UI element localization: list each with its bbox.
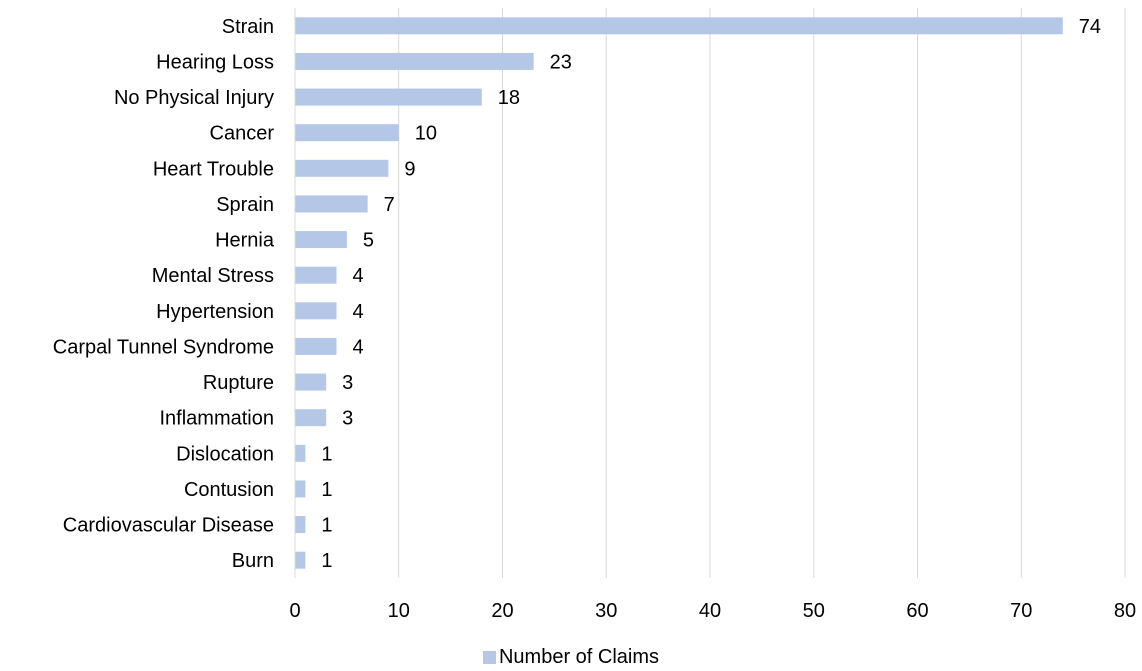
x-tick-label: 50 [803,600,825,622]
data-label: 23 [550,51,572,73]
bar [295,373,327,391]
legend-swatch [482,651,496,664]
category-label: Sprain [216,194,274,216]
data-label: 74 [1079,16,1101,38]
x-tick-label: 70 [1010,600,1032,622]
bar [295,195,368,213]
data-label: 1 [321,515,332,537]
data-label: 1 [321,443,332,465]
category-label: Heart Trouble [153,158,274,180]
category-label: Mental Stress [152,265,274,287]
x-tick-label: 80 [1114,600,1136,622]
bar [295,88,482,106]
category-label: No Physical Injury [114,87,274,109]
data-label: 1 [321,550,332,572]
data-label: 10 [415,123,437,145]
x-tick-label: 60 [906,600,928,622]
category-label: Inflammation [160,408,275,430]
legend: Number of Claims [0,646,1142,669]
data-label: 3 [342,372,353,394]
bar [295,480,306,498]
data-label: 1 [321,479,332,501]
bars [295,17,1063,569]
category-label: Hernia [215,230,275,252]
data-label: 4 [353,301,364,323]
x-tick-label: 40 [699,600,721,622]
axes: 0 10 20 30 40 50 60 70 80 Strain Hearing Loss No Ph… [53,8,1136,622]
data-label: 7 [384,194,395,216]
category-label: Dislocation [176,443,274,465]
bar [295,409,327,427]
data-label: 4 [353,265,364,287]
data-label: 5 [363,230,374,252]
x-tick-label: 20 [491,600,513,622]
data-label: 4 [353,336,364,358]
bar [295,516,306,534]
gridlines [398,8,1126,578]
bar [295,266,337,284]
bar-chart: 0 10 20 30 40 50 60 70 80 Strain Hearing Loss No Ph… [53,8,1136,622]
category-label: Burn [232,550,274,572]
data-label: 18 [498,87,520,109]
data-label: 3 [342,408,353,430]
bar [295,551,306,569]
bar [295,444,306,462]
bar [295,231,347,249]
bar [295,302,337,320]
legend-label: Number of Claims [498,646,660,668]
bar [295,159,389,177]
category-label: Cancer [210,123,275,145]
category-label: Hearing Loss [156,51,274,73]
category-label: Cardiovascular Disease [63,515,274,537]
x-tick-label: 10 [388,600,410,622]
category-label: Contusion [184,479,274,501]
category-label: Hypertension [156,301,274,323]
bar [295,17,1063,35]
x-tick-label: 0 [289,600,300,622]
category-label: Carpal Tunnel Syndrome [53,336,274,358]
x-tick-label: 30 [595,600,617,622]
bar [295,337,337,355]
bar [295,52,534,70]
category-label: Strain [222,16,274,38]
bar [295,124,399,142]
data-label: 9 [404,158,415,180]
category-label: Rupture [203,372,274,394]
